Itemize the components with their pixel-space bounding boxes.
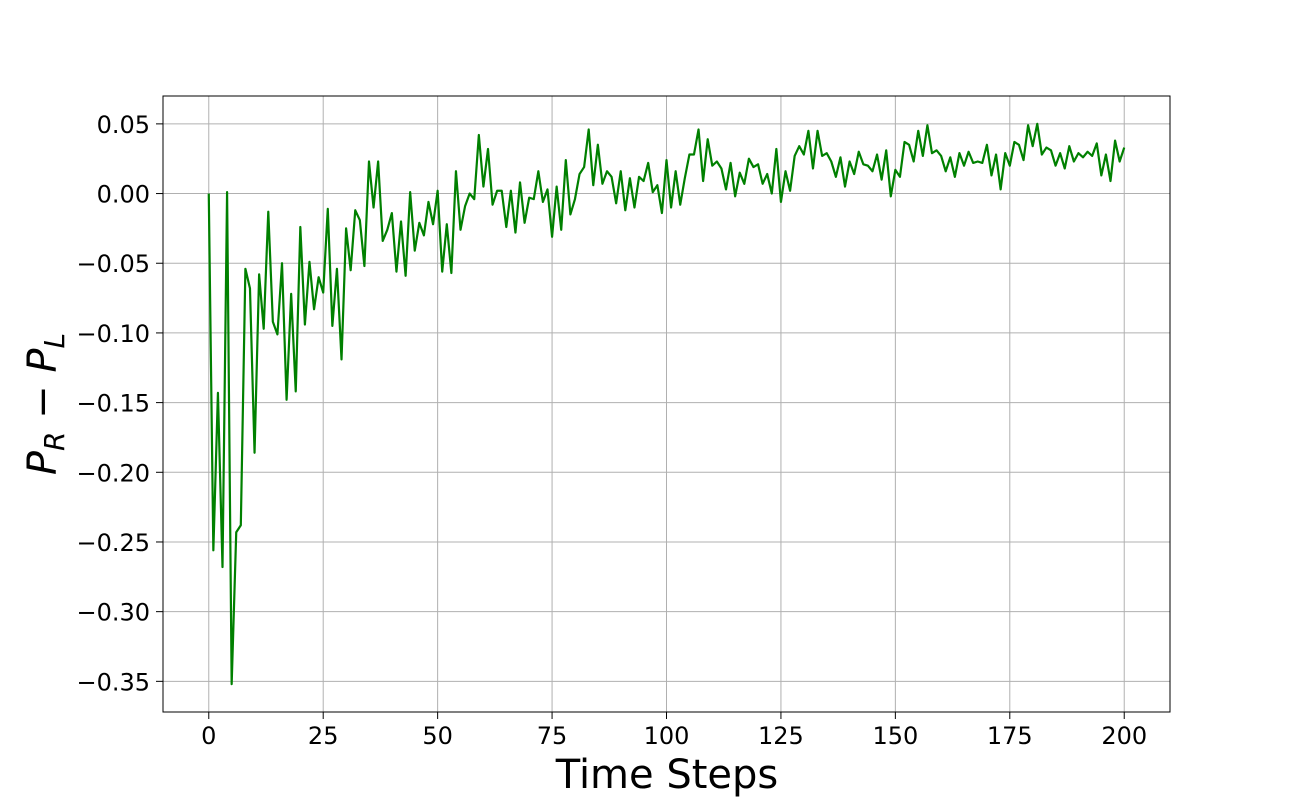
y-label-sub-r: R — [38, 432, 71, 451]
y-label-sub-l: L — [38, 333, 71, 349]
x-tick-label: 175 — [987, 722, 1033, 750]
x-tick-label: 150 — [872, 722, 918, 750]
y-tick-label: −0.15 — [76, 390, 150, 418]
x-tick-label: 0 — [201, 722, 216, 750]
y-tick-label: −0.25 — [76, 529, 150, 557]
grid-lines — [163, 96, 1170, 712]
y-tick-label: −0.20 — [76, 459, 150, 487]
x-tick-label: 25 — [308, 722, 339, 750]
x-axis-label: Time Steps — [555, 752, 779, 798]
x-tick-label: 100 — [644, 722, 690, 750]
x-tick-label: 125 — [758, 722, 804, 750]
x-tick-label: 75 — [537, 722, 568, 750]
x-tick-label: 50 — [422, 722, 453, 750]
y-tick-label: −0.30 — [76, 599, 150, 627]
y-axis-ticks: 0.05 0.00 −0.05 −0.10 −0.15 −0.20 −0.25 −0.30 −0… — [76, 111, 163, 696]
y-label-main-2: P — [20, 348, 66, 373]
y-axis-label: PR − PL — [20, 333, 71, 475]
series-layer — [207, 122, 1126, 686]
y-label-minus: − — [20, 373, 66, 432]
x-tick-label: 200 — [1101, 722, 1147, 750]
y-label-main: P — [20, 450, 66, 475]
y-tick-label: 0.00 — [97, 181, 150, 209]
series-line — [207, 122, 1126, 686]
x-axis-ticks: 0 25 50 75 100 125 150 175 200 — [201, 712, 1147, 750]
y-tick-label: 0.05 — [97, 111, 150, 139]
y-tick-label: −0.10 — [76, 320, 150, 348]
y-tick-label: −0.05 — [76, 250, 150, 278]
y-tick-label: −0.35 — [76, 668, 150, 696]
